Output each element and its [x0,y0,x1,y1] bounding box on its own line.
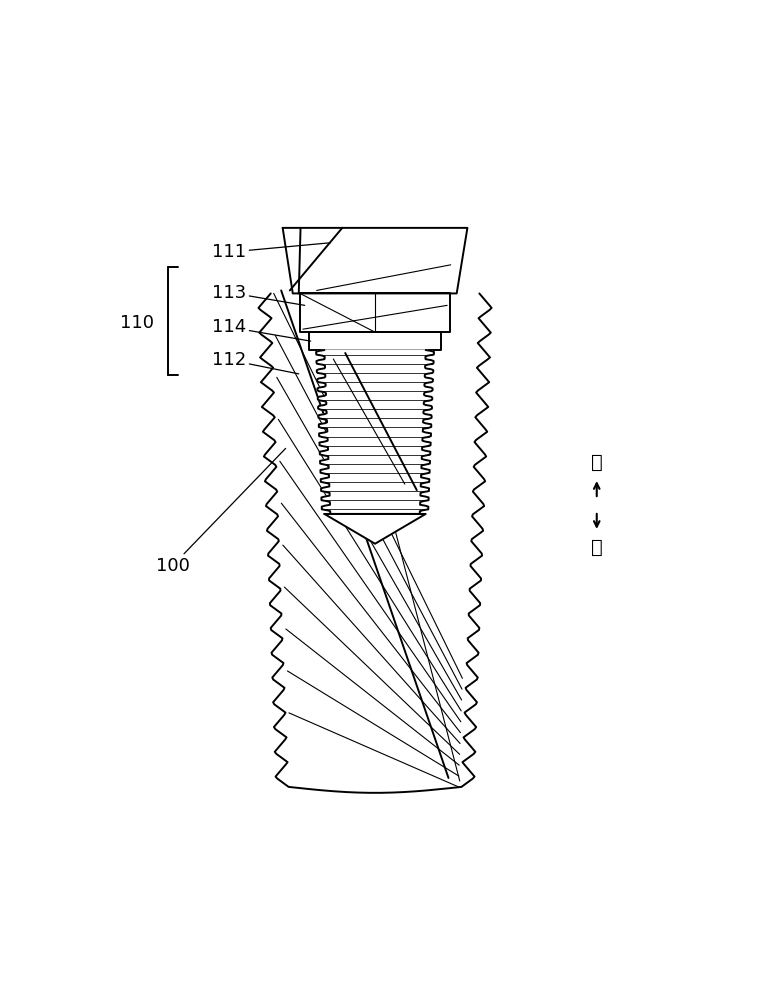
Text: 下: 下 [591,538,603,557]
Text: 上: 上 [591,453,603,472]
Polygon shape [283,228,468,293]
Polygon shape [309,332,441,350]
Text: 114: 114 [212,318,311,341]
Text: 113: 113 [212,284,305,305]
Polygon shape [300,293,450,332]
Polygon shape [325,514,426,544]
Text: 100: 100 [155,448,285,575]
Text: 112: 112 [212,351,298,374]
Text: 111: 111 [212,243,331,261]
Polygon shape [258,293,491,793]
Polygon shape [316,350,434,514]
Text: 110: 110 [120,314,154,332]
